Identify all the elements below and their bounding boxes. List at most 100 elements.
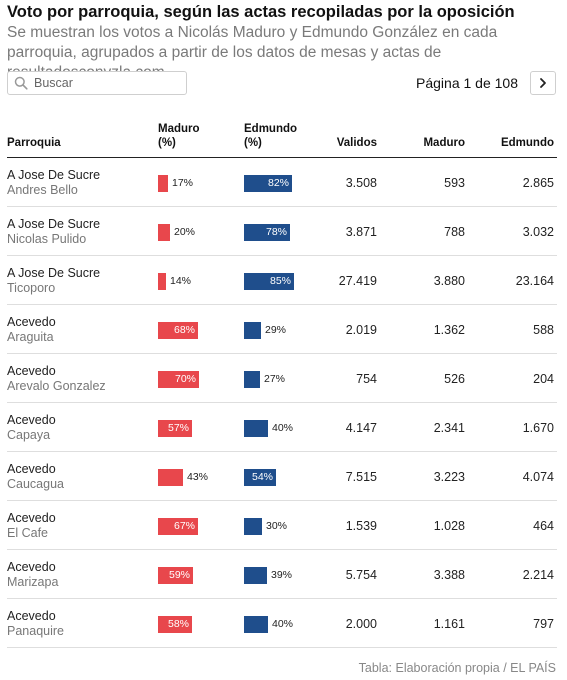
validos-value: 2.019 <box>345 323 377 337</box>
edmundo-pct-bar <box>244 175 292 192</box>
col-header-edmundo-pct-name: Edmundo <box>244 123 298 135</box>
parroquia-cell: A Jose De Sucre Ticoporo <box>7 266 100 296</box>
edmundo-pct-bar <box>244 616 268 633</box>
maduro-pct-bar <box>158 518 198 535</box>
edmundo-pct-label: 54% <box>251 471 273 483</box>
edmundo-value: 1.670 <box>522 421 554 435</box>
table-row: Acevedo Marizapa 59% 39% 5.754 3.388 2.214 <box>7 550 557 599</box>
col-header-maduro[interactable]: Maduro <box>423 137 465 149</box>
parroquia-name: Panaquire <box>7 624 64 638</box>
table-row: Acevedo El Cafe 67% 30% 1.539 1.028 464 <box>7 501 557 550</box>
edmundo-pct-bar <box>244 420 268 437</box>
parroquia-cell: Acevedo Araguita <box>7 315 56 345</box>
municipio-name: Acevedo <box>7 462 56 476</box>
municipio-name: Acevedo <box>7 364 56 378</box>
maduro-pct-label: 43% <box>187 471 209 483</box>
edmundo-pct-bar <box>244 469 276 486</box>
edmundo-pct-label: 78% <box>265 226 287 238</box>
municipio-name: A Jose De Sucre <box>7 266 101 280</box>
parroquia-name: Capaya <box>7 428 51 442</box>
maduro-pct-bar <box>158 322 198 339</box>
table-row: Acevedo Araguita 68% 29% 2.019 1.362 588 <box>7 305 557 354</box>
parroquia-name: Andres Bello <box>7 183 78 197</box>
table-row: Acevedo Capaya 57% 40% 4.147 2.341 1.670 <box>7 403 557 452</box>
municipio-name: Acevedo <box>7 511 56 525</box>
col-header-edmundo[interactable]: Edmundo <box>500 137 554 149</box>
col-header-edmundo-pct-unit: (%) <box>244 137 262 149</box>
maduro-pct-label: 20% <box>174 226 196 238</box>
maduro-value: 1.362 <box>433 323 465 337</box>
table-row: A Jose De Sucre Andres Bello 17% 82% 3.508 59… <box>7 158 557 207</box>
edmundo-pct-bar <box>244 567 267 584</box>
col-header-maduro-pct-unit: (%) <box>158 137 176 149</box>
parroquia-cell: Acevedo Caucagua <box>7 462 64 492</box>
edmundo-value: 588 <box>533 323 554 337</box>
maduro-pct-bar <box>158 371 199 388</box>
maduro-pct-label: 68% <box>173 324 195 336</box>
edmundo-pct-label: 39% <box>271 569 293 581</box>
parroquia-name: Nicolas Pulido <box>7 232 87 246</box>
maduro-value: 526 <box>444 372 465 386</box>
maduro-pct-label: 57% <box>167 422 189 434</box>
edmundo-pct-label: 85% <box>269 275 291 287</box>
col-header-parroquia[interactable]: Parroquia <box>7 137 61 149</box>
validos-value: 5.754 <box>345 568 377 582</box>
maduro-pct-label: 58% <box>167 618 189 630</box>
validos-value: 4.147 <box>345 421 377 435</box>
source-note: Tabla: Elaboración propia / EL PAÍS <box>358 661 556 675</box>
edmundo-value: 4.074 <box>522 470 554 484</box>
maduro-pct-label: 67% <box>173 520 195 532</box>
next-page-button[interactable] <box>530 71 556 95</box>
municipio-name: Acevedo <box>7 609 56 623</box>
maduro-value: 1.028 <box>433 519 465 533</box>
maduro-pct-bar <box>158 224 170 241</box>
maduro-value: 3.880 <box>433 274 465 288</box>
parroquia-name: Marizapa <box>7 575 59 589</box>
maduro-pct-bar <box>158 567 193 584</box>
table-row: Acevedo Panaquire 58% 40% 2.000 1.161 797 <box>7 599 557 648</box>
municipio-name: Acevedo <box>7 560 56 574</box>
edmundo-value: 2.214 <box>522 568 554 582</box>
edmundo-pct-label: 27% <box>264 373 286 385</box>
edmundo-pct-label: 29% <box>265 324 287 336</box>
parroquia-name: Arevalo Gonzalez <box>7 379 106 393</box>
maduro-value: 3.223 <box>433 470 465 484</box>
validos-value: 1.539 <box>345 519 377 533</box>
municipio-name: Acevedo <box>7 413 56 427</box>
search-box[interactable] <box>7 71 187 95</box>
parroquia-cell: Acevedo Marizapa <box>7 560 58 590</box>
col-header-edmundo-pct[interactable]: Edmundo (%) <box>244 122 297 150</box>
maduro-pct-label: 14% <box>170 275 192 287</box>
edmundo-pct-bar <box>244 224 290 241</box>
edmundo-value: 23.164 <box>515 274 554 288</box>
edmundo-pct-label: 30% <box>266 520 288 532</box>
edmundo-pct-bar <box>244 273 294 290</box>
parroquia-name: El Cafe <box>7 526 48 540</box>
table-row: A Jose De Sucre Ticoporo 14% 85% 27.419 3.880… <box>7 256 557 305</box>
edmundo-pct-label: 40% <box>272 422 294 434</box>
col-header-validos[interactable]: Validos <box>336 137 377 149</box>
validos-value: 27.419 <box>338 274 377 288</box>
edmundo-pct-label: 40% <box>272 618 294 630</box>
col-header-maduro-pct-name: Maduro <box>158 123 200 135</box>
validos-value: 3.871 <box>345 225 377 239</box>
parroquia-name: Ticoporo <box>7 281 56 295</box>
edmundo-value: 204 <box>533 372 554 386</box>
col-header-maduro-pct[interactable]: Maduro (%) <box>158 122 200 150</box>
search-input[interactable] <box>34 76 179 90</box>
municipio-name: Acevedo <box>7 315 56 329</box>
maduro-pct-label: 59% <box>168 569 190 581</box>
edmundo-value: 797 <box>533 617 554 631</box>
maduro-value: 788 <box>444 225 465 239</box>
edmundo-pct-bar <box>244 518 262 535</box>
edmundo-value: 464 <box>533 519 554 533</box>
validos-value: 3.508 <box>345 176 377 190</box>
parroquia-cell: Acevedo Arevalo Gonzalez <box>7 364 106 394</box>
maduro-pct-bar <box>158 175 168 192</box>
parroquia-cell: Acevedo Capaya <box>7 413 56 443</box>
search-icon <box>8 72 34 94</box>
maduro-value: 1.161 <box>433 617 465 631</box>
table-row: A Jose De Sucre Nicolas Pulido 20% 78% 3.871… <box>7 207 557 256</box>
municipio-name: A Jose De Sucre <box>7 217 101 231</box>
maduro-pct-bar <box>158 469 183 486</box>
